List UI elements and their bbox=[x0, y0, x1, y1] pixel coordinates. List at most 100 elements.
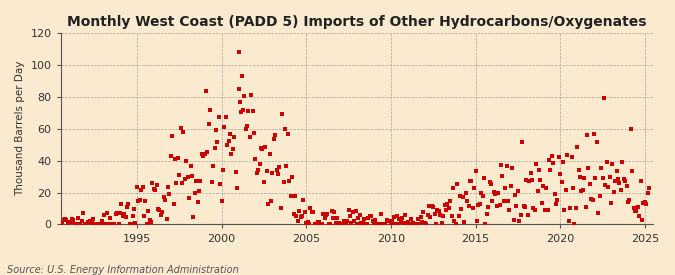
Point bbox=[209, 146, 220, 150]
Point bbox=[106, 222, 117, 227]
Point bbox=[119, 212, 130, 216]
Point bbox=[383, 219, 394, 224]
Point bbox=[322, 212, 333, 216]
Point bbox=[537, 201, 547, 205]
Point bbox=[644, 186, 655, 190]
Point bbox=[556, 180, 567, 184]
Point bbox=[184, 196, 194, 200]
Point bbox=[467, 206, 478, 210]
Point bbox=[99, 213, 110, 218]
Point bbox=[246, 93, 256, 98]
Point bbox=[143, 209, 154, 213]
Point bbox=[211, 128, 221, 133]
Point bbox=[54, 216, 65, 221]
Point bbox=[78, 210, 88, 215]
Point bbox=[490, 192, 501, 197]
Point bbox=[115, 211, 126, 216]
Point bbox=[240, 127, 251, 131]
Point bbox=[300, 210, 310, 215]
Point bbox=[380, 222, 391, 227]
Point bbox=[458, 194, 468, 199]
Point bbox=[349, 218, 360, 223]
Point bbox=[282, 132, 293, 137]
Point bbox=[442, 202, 453, 206]
Point bbox=[113, 221, 124, 226]
Point bbox=[475, 202, 485, 207]
Point bbox=[128, 214, 138, 218]
Point bbox=[574, 174, 585, 179]
Point bbox=[343, 208, 354, 213]
Point bbox=[79, 222, 90, 227]
Point bbox=[344, 214, 355, 218]
Point bbox=[364, 214, 375, 219]
Point bbox=[551, 202, 562, 207]
Point bbox=[643, 191, 653, 195]
Point bbox=[437, 214, 448, 218]
Point bbox=[357, 221, 368, 226]
Point bbox=[396, 220, 406, 225]
Point bbox=[363, 216, 374, 221]
Point bbox=[483, 204, 493, 209]
Point bbox=[470, 169, 481, 173]
Point bbox=[298, 197, 308, 202]
Point bbox=[144, 218, 155, 222]
Point bbox=[374, 222, 385, 227]
Point bbox=[93, 222, 104, 227]
Point bbox=[102, 211, 113, 216]
Point bbox=[582, 133, 593, 137]
Point bbox=[151, 182, 162, 187]
Point bbox=[484, 180, 495, 185]
Point bbox=[494, 203, 505, 207]
Point bbox=[641, 202, 651, 207]
Point bbox=[456, 207, 467, 211]
Point bbox=[86, 221, 97, 225]
Point bbox=[92, 222, 103, 227]
Point bbox=[358, 217, 369, 221]
Point bbox=[264, 152, 275, 156]
Point bbox=[371, 222, 382, 227]
Point bbox=[133, 199, 144, 203]
Point bbox=[107, 222, 118, 227]
Point bbox=[222, 142, 233, 147]
Point bbox=[277, 112, 288, 117]
Point bbox=[58, 218, 69, 223]
Point bbox=[140, 199, 151, 203]
Point bbox=[620, 178, 630, 183]
Point bbox=[412, 217, 423, 221]
Point bbox=[110, 211, 121, 216]
Point bbox=[514, 219, 524, 223]
Point bbox=[296, 214, 307, 218]
Point bbox=[507, 165, 518, 170]
Point bbox=[480, 222, 491, 227]
Point bbox=[233, 87, 244, 92]
Point bbox=[194, 189, 205, 194]
Point bbox=[98, 222, 109, 227]
Point bbox=[239, 94, 250, 98]
Point bbox=[315, 222, 326, 227]
Point bbox=[123, 202, 134, 206]
Point bbox=[569, 222, 580, 227]
Point bbox=[613, 177, 624, 181]
Point bbox=[500, 186, 510, 190]
Point bbox=[387, 219, 398, 224]
Point bbox=[502, 163, 512, 168]
Point bbox=[522, 213, 533, 217]
Point bbox=[319, 216, 330, 220]
Point bbox=[219, 124, 230, 129]
Point bbox=[294, 209, 304, 213]
Point bbox=[236, 74, 247, 78]
Point bbox=[117, 214, 128, 218]
Point bbox=[580, 205, 591, 209]
Point bbox=[223, 139, 234, 143]
Point bbox=[247, 109, 258, 113]
Point bbox=[446, 214, 457, 219]
Point bbox=[529, 208, 540, 212]
Point bbox=[259, 180, 269, 184]
Point bbox=[137, 185, 148, 189]
Point bbox=[234, 100, 245, 104]
Point bbox=[495, 163, 506, 167]
Point bbox=[281, 164, 292, 169]
Point bbox=[171, 181, 182, 185]
Point bbox=[313, 219, 324, 224]
Point bbox=[563, 218, 574, 223]
